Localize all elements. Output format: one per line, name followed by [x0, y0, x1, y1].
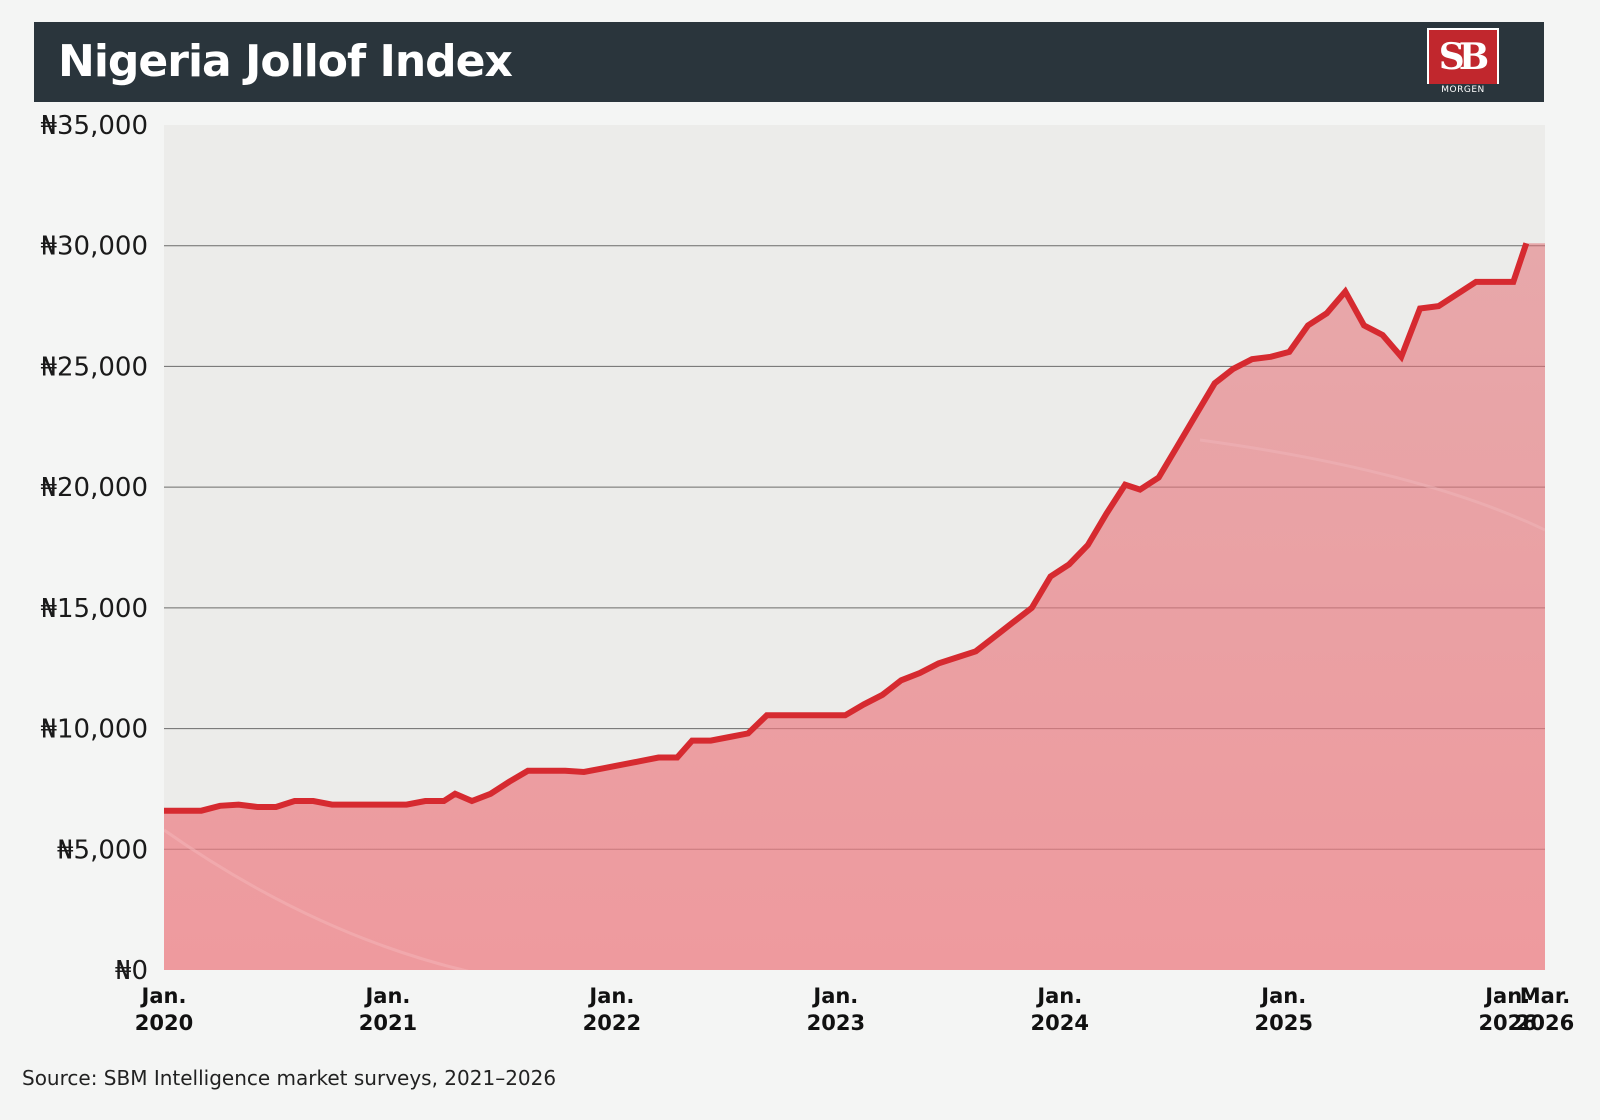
x-tick-year: 2026	[1516, 1011, 1574, 1035]
x-tick-month: Jan.	[1259, 984, 1306, 1008]
x-tick-mar-2026: Mar. 2026	[1516, 984, 1574, 1035]
x-tick-year: 2024	[1031, 1011, 1089, 1035]
x-tick-year: 2025	[1255, 1011, 1313, 1035]
y-axis: ₦0 ₦5,000 ₦10,000 ₦15,000 ₦20,000 ₦25,000 ₦30,…	[40, 111, 148, 986]
x-tick-jan-2020: Jan. 2020	[135, 984, 193, 1035]
x-tick-year: 2021	[359, 1011, 417, 1035]
y-tick-label: ₦0	[115, 956, 148, 986]
x-tick-month: Jan.	[811, 984, 858, 1008]
jollof-index-chart: ₦0 ₦5,000 ₦10,000 ₦15,000 ₦20,000 ₦25,000 ₦30,…	[0, 0, 1600, 1120]
y-tick-label: ₦5,000	[57, 835, 148, 865]
y-tick-label: ₦25,000	[40, 352, 148, 382]
x-tick-jan-2023: Jan. 2023	[807, 984, 865, 1035]
y-tick-label: ₦20,000	[40, 473, 148, 503]
y-tick-label: ₦10,000	[40, 715, 148, 745]
source-note: Source: SBM Intelligence market surveys,…	[22, 1066, 556, 1090]
x-tick-month: Jan.	[363, 984, 410, 1008]
x-tick-jan-2024: Jan. 2024	[1031, 984, 1089, 1035]
x-tick-month: Mar.	[1520, 984, 1570, 1008]
x-tick-month: Jan.	[587, 984, 634, 1008]
x-tick-year: 2020	[135, 1011, 193, 1035]
x-tick-jan-2022: Jan. 2022	[583, 984, 641, 1035]
x-tick-month: Jan.	[140, 984, 187, 1008]
x-tick-jan-2021: Jan. 2021	[359, 984, 417, 1035]
y-tick-label: ₦35,000	[40, 111, 148, 141]
x-tick-year: 2022	[583, 1011, 641, 1035]
y-tick-label: ₦15,000	[40, 594, 148, 624]
x-tick-year: 2023	[807, 1011, 865, 1035]
y-tick-label: ₦30,000	[40, 232, 148, 262]
x-tick-jan-2025: Jan. 2025	[1255, 984, 1313, 1035]
x-axis: Jan. 2020 Jan. 2021 Jan. 2022 Jan. 2023 Jan. 2024…	[135, 984, 1574, 1035]
x-tick-month: Jan.	[1035, 984, 1082, 1008]
